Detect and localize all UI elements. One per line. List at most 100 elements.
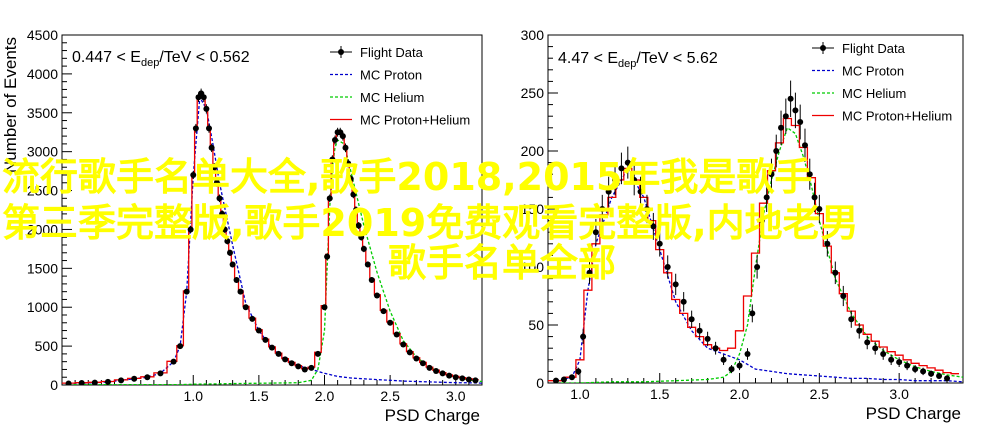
data-point xyxy=(213,179,220,186)
data-point xyxy=(840,293,847,299)
data-point xyxy=(580,333,587,340)
legend: Flight Data MC Proton MC Helium MC Proton+H… xyxy=(812,41,952,124)
data-point xyxy=(904,362,911,369)
data-point xyxy=(203,105,210,112)
data-point xyxy=(308,364,315,371)
data-point xyxy=(219,210,226,217)
data-point xyxy=(419,360,426,367)
data-point xyxy=(720,356,727,363)
y-tick-label: 2500 xyxy=(27,183,58,199)
data-point xyxy=(806,171,813,178)
x-tick-label: 2.5 xyxy=(380,388,400,404)
data-point xyxy=(643,206,650,212)
x-tick-label: 3.0 xyxy=(889,386,909,402)
data-point xyxy=(452,374,459,381)
data-point xyxy=(650,223,657,230)
y-tick-label: 300 xyxy=(521,27,545,43)
data-point xyxy=(104,378,111,385)
data-point xyxy=(413,355,420,362)
data-point xyxy=(936,373,943,380)
data-point xyxy=(65,380,72,385)
data-point xyxy=(190,172,197,178)
data-point xyxy=(575,368,582,375)
data-point xyxy=(688,316,695,323)
data-point xyxy=(811,194,818,201)
data-point xyxy=(368,277,375,283)
data-point xyxy=(91,379,98,385)
data-point xyxy=(944,375,951,382)
data-point xyxy=(329,156,336,163)
data-point xyxy=(221,226,228,233)
data-point xyxy=(888,356,895,363)
data-point xyxy=(758,217,765,224)
data-point xyxy=(792,107,799,114)
legend-label: MC Helium xyxy=(842,86,906,101)
x-tick-label: 1.0 xyxy=(570,386,590,402)
data-point xyxy=(612,177,619,183)
data-point xyxy=(275,350,282,357)
data-point xyxy=(360,245,367,252)
data-point xyxy=(288,360,295,367)
data-point xyxy=(78,380,85,385)
chart-panel-1: 0 500 1000 1500 2000 2500 3000 3500 4000 4500 1.0 1… xyxy=(1,27,483,425)
data-point xyxy=(446,372,453,379)
series-mc-helium xyxy=(556,126,963,383)
data-point xyxy=(364,261,371,268)
x-tick-label: 2.0 xyxy=(315,388,335,404)
data-point xyxy=(599,206,606,212)
data-point xyxy=(459,375,466,382)
series-flight-data xyxy=(552,80,951,383)
data-point xyxy=(920,368,927,375)
data-point xyxy=(358,234,365,241)
data-point xyxy=(586,269,593,276)
data-point xyxy=(170,358,177,365)
data-point xyxy=(872,345,879,352)
data-point xyxy=(374,292,380,299)
chart-panel-2: 0 50 100 150 200 250 300 1.0 1.5 2.0 2.5 3.0 PSD Cha… xyxy=(521,27,964,423)
data-point xyxy=(347,175,354,182)
data-point xyxy=(797,119,804,125)
data-point xyxy=(321,304,328,311)
data-point xyxy=(295,363,302,370)
data-point xyxy=(200,94,207,101)
data-point xyxy=(216,195,223,202)
series-mc-proton xyxy=(555,167,963,383)
data-point xyxy=(400,341,407,348)
y-tick-label: 1000 xyxy=(27,299,58,315)
legend-label: MC Helium xyxy=(360,90,424,105)
data-point xyxy=(864,339,871,346)
y-tick-label: 150 xyxy=(521,201,545,217)
data-point xyxy=(605,188,612,195)
data-point xyxy=(618,165,625,172)
legend-label: MC Proton xyxy=(360,68,422,83)
y-tick-label: 4500 xyxy=(27,27,58,43)
y-tick-label: 1500 xyxy=(27,260,58,276)
data-point xyxy=(801,142,808,149)
legend: Flight Data MC Proton MC Helium MC Proton+H… xyxy=(330,45,470,128)
data-point xyxy=(192,125,199,132)
data-point xyxy=(433,368,440,374)
data-point xyxy=(301,366,308,373)
x-tick-label: 3.0 xyxy=(446,388,466,404)
data-point xyxy=(187,226,194,233)
legend-label: MC Proton+Helium xyxy=(842,109,952,124)
y-tick-label: 500 xyxy=(35,338,59,354)
data-point xyxy=(206,125,212,132)
data-point xyxy=(426,364,433,371)
data-point xyxy=(237,288,244,295)
data-point xyxy=(229,261,236,268)
data-point xyxy=(324,253,331,260)
legend-marker-point xyxy=(820,45,826,51)
data-point xyxy=(912,366,919,373)
data-point xyxy=(208,144,215,151)
data-point xyxy=(227,249,233,256)
data-point xyxy=(712,345,719,352)
legend-label: MC Proton xyxy=(842,64,904,79)
y-tick-label: 0 xyxy=(50,377,58,393)
data-point xyxy=(832,269,839,276)
data-point xyxy=(380,308,387,315)
data-point xyxy=(560,376,567,383)
data-point xyxy=(326,195,333,202)
data-point xyxy=(262,336,269,343)
